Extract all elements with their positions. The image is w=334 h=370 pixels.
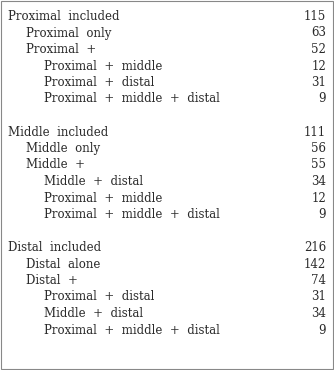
Text: 55: 55: [311, 158, 326, 172]
Text: Middle  +  distal: Middle + distal: [44, 175, 143, 188]
Text: Proximal  +  middle  +  distal: Proximal + middle + distal: [44, 323, 220, 336]
Text: 9: 9: [319, 323, 326, 336]
Text: Middle  included: Middle included: [8, 125, 108, 138]
Text: 52: 52: [311, 43, 326, 56]
Text: Distal  +: Distal +: [26, 274, 78, 287]
Text: Distal  alone: Distal alone: [26, 258, 101, 270]
Text: Proximal  included: Proximal included: [8, 10, 120, 23]
Text: 34: 34: [311, 175, 326, 188]
Text: 9: 9: [319, 208, 326, 221]
Text: Distal  included: Distal included: [8, 241, 101, 254]
Text: 63: 63: [311, 27, 326, 40]
Text: Proximal  +: Proximal +: [26, 43, 96, 56]
Text: 111: 111: [304, 125, 326, 138]
Text: 56: 56: [311, 142, 326, 155]
Text: Proximal  +  middle  +  distal: Proximal + middle + distal: [44, 92, 220, 105]
Text: Proximal  +  middle  +  distal: Proximal + middle + distal: [44, 208, 220, 221]
Text: Proximal  +  distal: Proximal + distal: [44, 290, 154, 303]
Text: Proximal  +  middle: Proximal + middle: [44, 60, 162, 73]
Text: 115: 115: [304, 10, 326, 23]
Text: 216: 216: [304, 241, 326, 254]
Text: 142: 142: [304, 258, 326, 270]
Text: 9: 9: [319, 92, 326, 105]
Text: Middle  +  distal: Middle + distal: [44, 307, 143, 320]
Text: 12: 12: [311, 60, 326, 73]
Text: Proximal  +  middle: Proximal + middle: [44, 192, 162, 205]
Text: 12: 12: [311, 192, 326, 205]
Text: 31: 31: [311, 76, 326, 89]
Text: Proximal  only: Proximal only: [26, 27, 111, 40]
Text: Proximal  +  distal: Proximal + distal: [44, 76, 154, 89]
Text: 74: 74: [311, 274, 326, 287]
Text: 31: 31: [311, 290, 326, 303]
Text: Middle  +: Middle +: [26, 158, 85, 172]
Text: 34: 34: [311, 307, 326, 320]
Text: Middle  only: Middle only: [26, 142, 100, 155]
